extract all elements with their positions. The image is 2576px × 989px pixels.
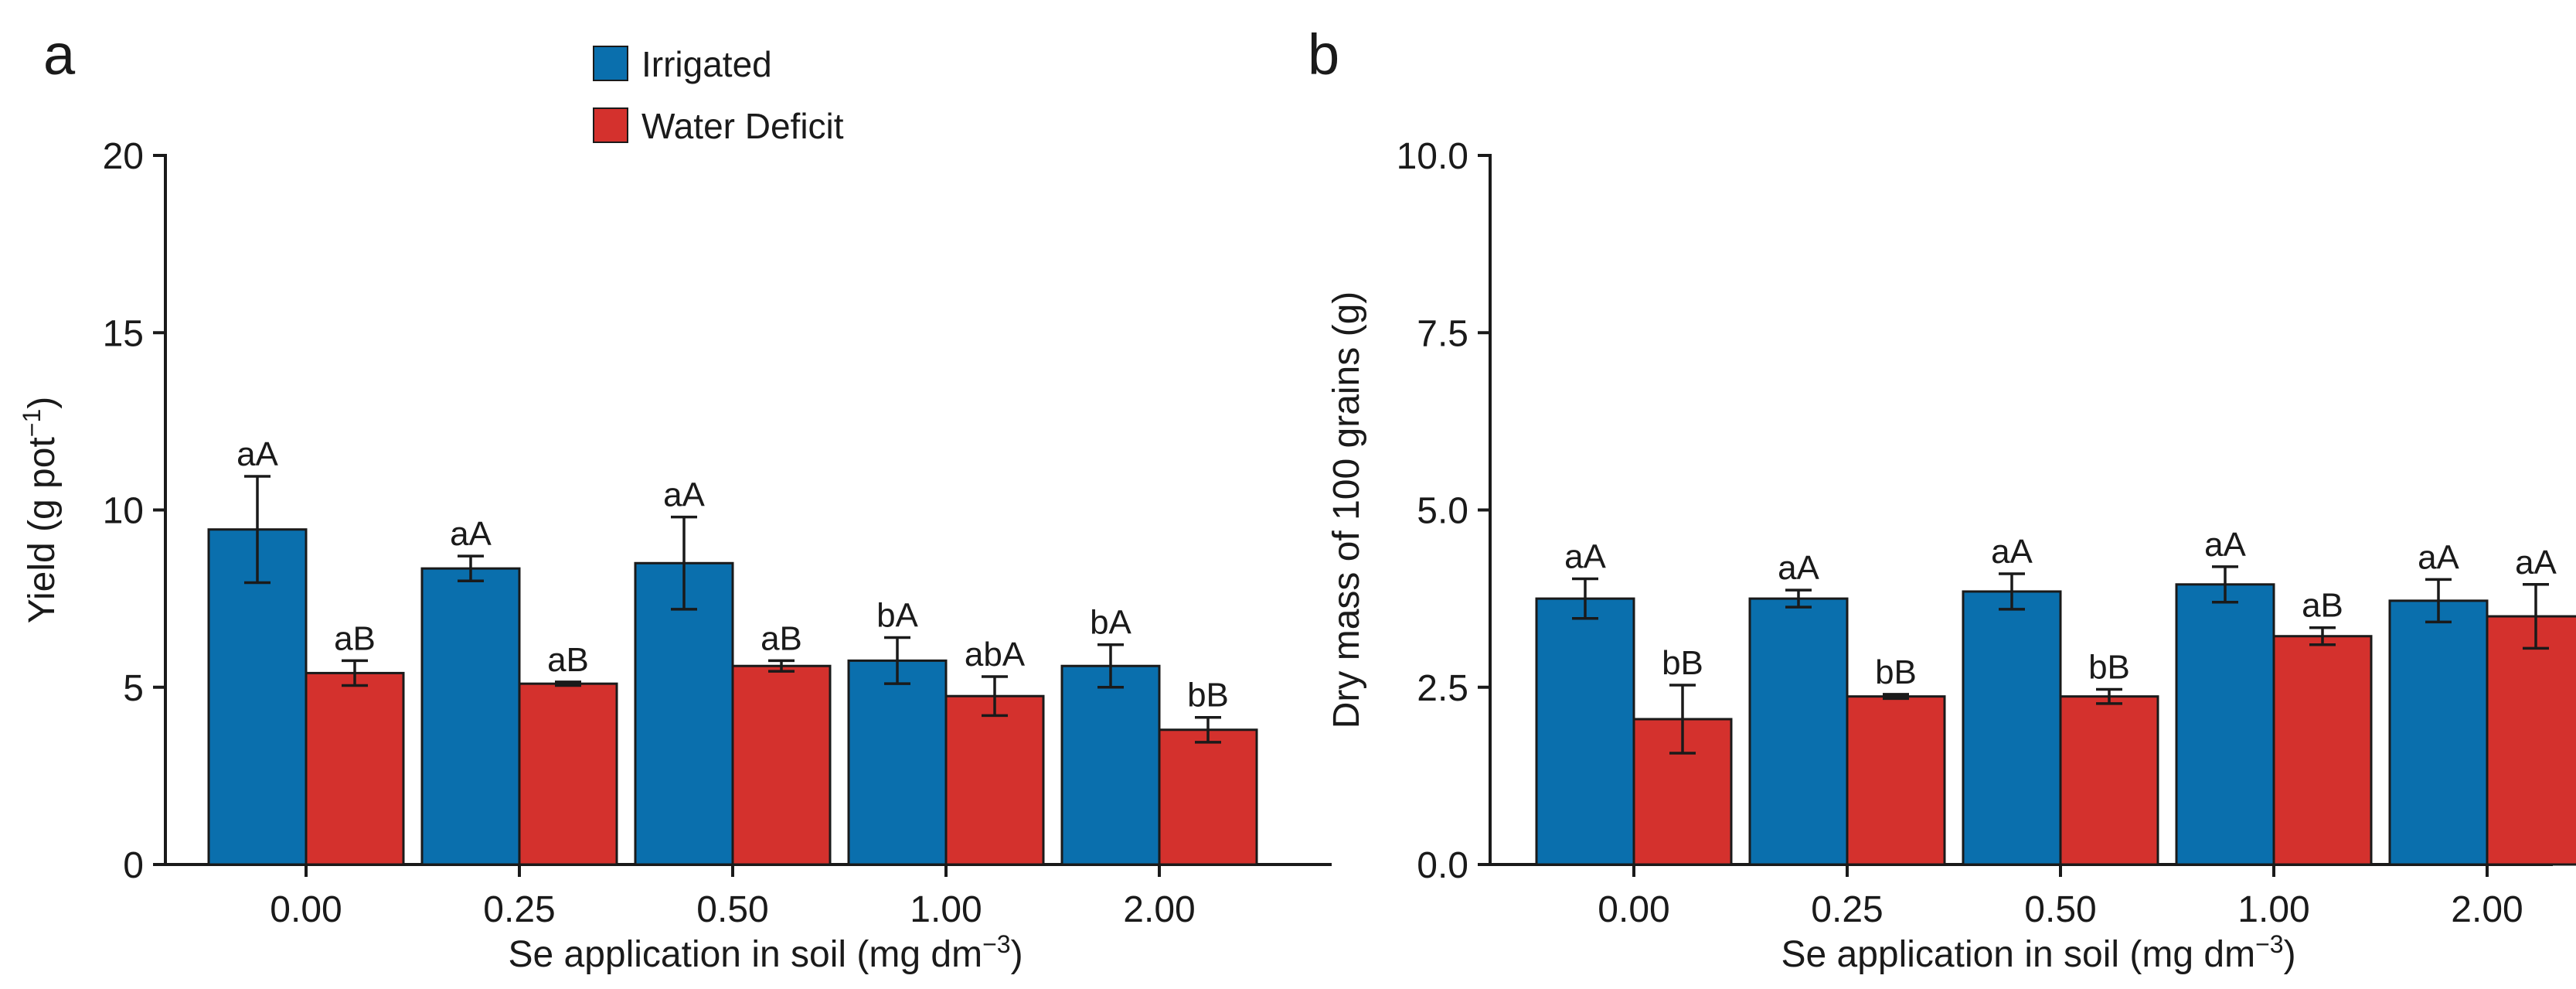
significance-label-irrigated-2-00: aA <box>2418 538 2459 576</box>
error-bar-irrigated-0-00 <box>244 475 271 585</box>
error-bar-water-deficit-0-50 <box>2096 687 2122 705</box>
error-bar-irrigated-1-00 <box>2212 565 2238 604</box>
significance-label-water-deficit-1-00: abA <box>965 636 1026 674</box>
significance-label-water-deficit-2-00: aA <box>2515 544 2557 581</box>
x-axis-title: Se application in soil (mg dm−3) <box>508 930 1023 975</box>
x-tick-label-0-25: 0.25 <box>483 889 555 930</box>
significance-label-water-deficit-0-50: aB <box>761 619 802 657</box>
significance-label-water-deficit-2-00: bB <box>1187 677 1229 714</box>
significance-label-irrigated-0-50: aA <box>1991 533 2033 571</box>
significance-label-irrigated-0-00: aA <box>1564 537 1606 575</box>
error-bar-irrigated-0-50 <box>671 515 697 611</box>
error-bar-water-deficit-1-00 <box>2309 626 2336 646</box>
significance-label-water-deficit-0-00: bB <box>1662 644 1703 682</box>
bar-water-deficit-2-00 <box>2486 615 2576 866</box>
y-tick-label-2-5: 2.5 <box>1417 668 1468 709</box>
significance-label-irrigated-0-25: aA <box>1778 549 1819 587</box>
bar-water-deficit-1-00 <box>944 694 1045 866</box>
bar-irrigated-0-00 <box>207 528 308 866</box>
y-axis-title: Yield (g pot−1) <box>18 397 63 624</box>
error-bar-irrigated-2-00 <box>2425 578 2452 624</box>
panel-a-yield-chart: a 0 5 10 15 20 aA aB 0.00 aA aB 0.25 aA aB 0.50 bA abA 1.… <box>18 22 1332 975</box>
legend-label-irrigated: Irrigated <box>641 44 772 84</box>
error-bar-irrigated-0-50 <box>1999 572 2025 611</box>
x-tick-label-1-00: 1.00 <box>910 889 982 930</box>
bar-irrigated-0-00 <box>1535 597 1635 866</box>
y-tick-label-0-0: 0.0 <box>1417 845 1468 886</box>
legend-swatch-water-deficit <box>593 107 628 143</box>
bar-irrigated-1-00 <box>2175 583 2275 866</box>
x-tick-label-2-00: 2.00 <box>1123 889 1195 930</box>
x-tick-label-0-00: 0.00 <box>1598 889 1669 930</box>
y-tick-label-5-0: 5.0 <box>1417 491 1468 532</box>
legend-swatch-irrigated <box>593 46 628 81</box>
error-bar-irrigated-1-00 <box>884 636 910 685</box>
error-bar-water-deficit-2-00 <box>2523 583 2549 650</box>
error-bar-water-deficit-0-25 <box>555 680 581 687</box>
error-bar-water-deficit-2-00 <box>1195 715 1221 744</box>
panel-b-dry-mass-chart: b 0.0 2.5 5.0 7.5 10.0 aA bB 0.00 aA bB 0.25 aA bB 0.5… <box>1308 22 2576 975</box>
y-axis-title: Dry mass of 100 grains (g) <box>1326 292 1367 729</box>
significance-label-irrigated-0-50: aA <box>663 476 705 514</box>
legend: Irrigated Water Deficit <box>593 44 844 146</box>
y-tick-label-15: 15 <box>103 313 144 354</box>
x-axis-title: Se application in soil (mg dm−3) <box>1781 930 2295 975</box>
x-tick-label-0-50: 0.50 <box>696 889 768 930</box>
x-tick-label-0-25: 0.25 <box>1811 889 1883 930</box>
error-bar-irrigated-0-25 <box>458 554 484 582</box>
significance-label-water-deficit-0-25: bB <box>1875 653 1917 691</box>
error-bar-water-deficit-0-50 <box>768 659 795 673</box>
error-bar-irrigated-0-25 <box>1785 588 1812 609</box>
error-bar-irrigated-0-00 <box>1572 577 1598 620</box>
bar-water-deficit-2-00 <box>1158 728 1258 866</box>
x-tick-label-0-50: 0.50 <box>2024 889 2096 930</box>
panel-label: b <box>1308 22 1339 87</box>
y-tick-label-20: 20 <box>103 136 144 177</box>
bar-water-deficit-1-00 <box>2272 635 2373 866</box>
bar-irrigated-0-25 <box>1748 597 1849 866</box>
significance-label-water-deficit-1-00: aB <box>2302 587 2343 625</box>
bar-water-deficit-0-50 <box>2059 695 2159 866</box>
bar-water-deficit-0-00 <box>305 671 405 866</box>
y-tick-label-0: 0 <box>123 845 144 886</box>
significance-label-irrigated-1-00: aA <box>2204 526 2246 564</box>
error-bar-water-deficit-0-00 <box>1669 684 1696 755</box>
bar-water-deficit-0-25 <box>1846 695 1946 866</box>
significance-label-water-deficit-0-25: aB <box>547 641 589 679</box>
y-tick-label-7-5: 7.5 <box>1417 313 1468 354</box>
panel-label: a <box>43 22 76 87</box>
bar-irrigated-2-00 <box>1060 664 1161 866</box>
bar-water-deficit-0-50 <box>731 664 832 866</box>
significance-label-water-deficit-0-00: aB <box>334 619 376 657</box>
y-tick-label-10-0: 10.0 <box>1397 136 1468 177</box>
bar-irrigated-1-00 <box>847 659 948 866</box>
error-bar-water-deficit-1-00 <box>982 675 1008 718</box>
x-tick-label-1-00: 1.00 <box>2237 889 2309 930</box>
significance-label-irrigated-1-00: bA <box>876 597 918 635</box>
significance-label-irrigated-2-00: bA <box>1090 604 1131 642</box>
significance-label-water-deficit-0-50: bB <box>2088 649 2130 687</box>
significance-label-irrigated-0-25: aA <box>450 515 492 553</box>
x-tick-label-2-00: 2.00 <box>2451 889 2523 930</box>
error-bar-water-deficit-0-00 <box>342 659 368 687</box>
x-tick-label-0-00: 0.00 <box>270 889 342 930</box>
y-tick-label-10: 10 <box>103 491 144 532</box>
bar-irrigated-0-50 <box>1962 590 2062 866</box>
legend-label-water-deficit: Water Deficit <box>641 106 844 146</box>
error-bar-irrigated-2-00 <box>1097 643 1124 689</box>
y-tick-label-5: 5 <box>123 668 144 709</box>
bar-water-deficit-0-25 <box>518 682 618 866</box>
bar-irrigated-0-25 <box>420 567 521 866</box>
significance-label-irrigated-0-00: aA <box>237 435 278 473</box>
bar-irrigated-2-00 <box>2388 599 2489 866</box>
error-bar-water-deficit-0-25 <box>1883 693 1909 701</box>
